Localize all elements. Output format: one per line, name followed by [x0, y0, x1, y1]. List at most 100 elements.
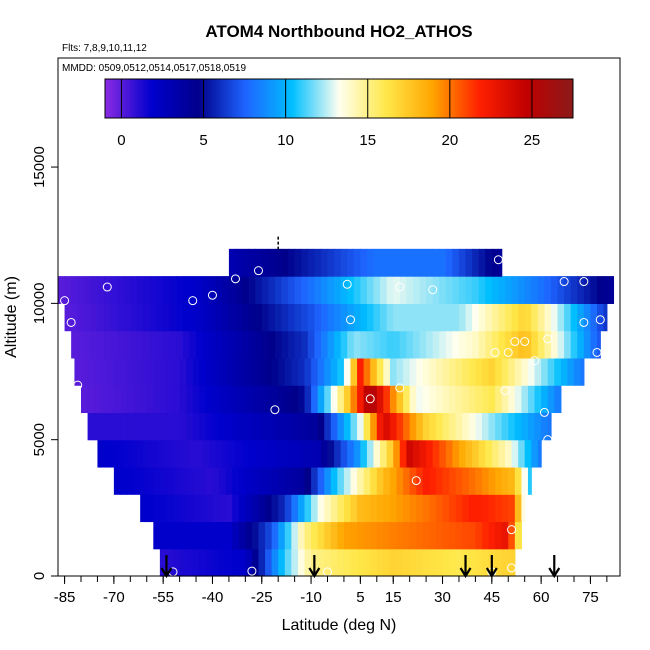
heatmap-cell — [248, 276, 256, 304]
heatmap-cell — [94, 357, 102, 386]
heatmap-cell — [337, 548, 345, 577]
heatmap-cell — [64, 276, 72, 304]
heatmap-cell — [350, 466, 358, 495]
heatmap-cell — [215, 330, 223, 359]
heatmap-cell — [455, 357, 463, 386]
observation-point — [490, 347, 500, 357]
heatmap-cell — [143, 330, 151, 359]
heatmap-cell — [567, 357, 575, 386]
heatmap-cell — [514, 385, 523, 414]
heatmap-cell — [449, 357, 457, 386]
heatmap-cell — [396, 494, 404, 523]
heatmap-cell — [396, 521, 404, 550]
heatmap-cell — [251, 548, 260, 577]
heatmap-cell — [281, 439, 289, 468]
heatmap-cell — [498, 248, 503, 277]
heatmap-cell — [370, 357, 378, 386]
heatmap-cell — [297, 412, 306, 441]
heatmap-cell — [189, 439, 197, 468]
heatmap-cell — [439, 439, 447, 468]
heatmap-cell — [501, 494, 509, 523]
heatmap-cell — [304, 466, 312, 495]
heatmap-cell — [350, 412, 358, 441]
x-tick-label: -10 — [300, 589, 322, 606]
heatmap-cell — [143, 303, 151, 332]
heatmap-cell — [468, 412, 476, 441]
heatmap-cell — [268, 330, 276, 359]
heatmap-cell — [452, 276, 460, 304]
heatmap-cell — [248, 303, 256, 332]
heatmap-cell — [383, 466, 391, 495]
heatmap-cell — [58, 276, 66, 304]
heatmap-cell — [173, 521, 181, 550]
heatmap-cell — [478, 276, 486, 304]
heatmap-cell — [547, 357, 555, 386]
heatmap-cell — [117, 439, 125, 468]
heatmap-cell — [389, 357, 398, 386]
heatmap-cell — [186, 521, 194, 550]
heatmap-cell — [71, 276, 79, 304]
heatmap-cell — [455, 494, 463, 523]
heatmap-cell — [432, 303, 440, 332]
heatmap-cell — [399, 303, 407, 332]
heatmap-cell — [458, 330, 467, 359]
colorbar-gradient — [104, 78, 574, 119]
heatmap-cell — [117, 330, 125, 359]
heatmap-cell — [90, 276, 99, 304]
heatmap-cell — [110, 303, 118, 332]
heatmap-cell — [481, 385, 490, 414]
heatmap-cell — [452, 248, 460, 277]
heatmap-cell — [580, 357, 585, 386]
heatmap-cell — [84, 330, 92, 359]
heatmap-cell — [320, 248, 329, 277]
heatmap-cell — [435, 494, 444, 523]
heatmap-cell — [136, 303, 145, 332]
heatmap-cell — [143, 276, 151, 304]
heatmap-cell — [472, 303, 480, 332]
heatmap-cell — [363, 466, 371, 495]
heatmap-cell — [146, 412, 154, 441]
observation-point — [253, 266, 263, 276]
heatmap-cell — [130, 303, 138, 332]
heatmap-cell — [389, 466, 398, 495]
heatmap-cell — [393, 248, 401, 277]
observation-point — [73, 380, 83, 390]
heatmap-cell — [212, 385, 220, 414]
heatmap-cell — [468, 357, 476, 386]
observation-point — [207, 290, 217, 300]
heatmap-cell — [166, 357, 174, 386]
heatmap-cell — [376, 521, 384, 550]
heatmap-cell — [485, 330, 493, 359]
heatmap-cell — [179, 357, 187, 386]
heatmap-cell — [294, 439, 302, 468]
observation-point — [510, 337, 520, 347]
heatmap-cell — [228, 276, 237, 304]
heatmap-cell — [127, 412, 135, 441]
heatmap-cell — [429, 385, 437, 414]
heatmap-cell — [202, 303, 210, 332]
heatmap-cell — [281, 303, 289, 332]
heatmap-cell — [327, 330, 335, 359]
heatmap-cell — [278, 385, 286, 414]
heatmap-cell — [508, 548, 516, 577]
heatmap-cell — [376, 548, 384, 577]
heatmap-cell — [281, 330, 289, 359]
heatmap-cell — [159, 357, 168, 386]
heatmap-cell — [501, 548, 509, 577]
heatmap-cell — [127, 385, 135, 414]
heatmap-cell — [524, 330, 532, 359]
heatmap-cell — [64, 303, 72, 332]
heatmap-cell — [475, 494, 483, 523]
observation-point — [428, 285, 438, 295]
x-axis-label: Latitude (deg N) — [282, 617, 397, 634]
heatmap-cell — [403, 412, 411, 441]
heatmap-cell — [396, 412, 404, 441]
heatmap-cell — [261, 248, 269, 277]
heatmap-cell — [176, 330, 184, 359]
heatmap-cell — [442, 385, 450, 414]
heatmap-cell — [376, 385, 384, 414]
heatmap-cell — [159, 466, 168, 495]
heatmap-cell — [343, 494, 352, 523]
heatmap-cell — [583, 276, 592, 304]
